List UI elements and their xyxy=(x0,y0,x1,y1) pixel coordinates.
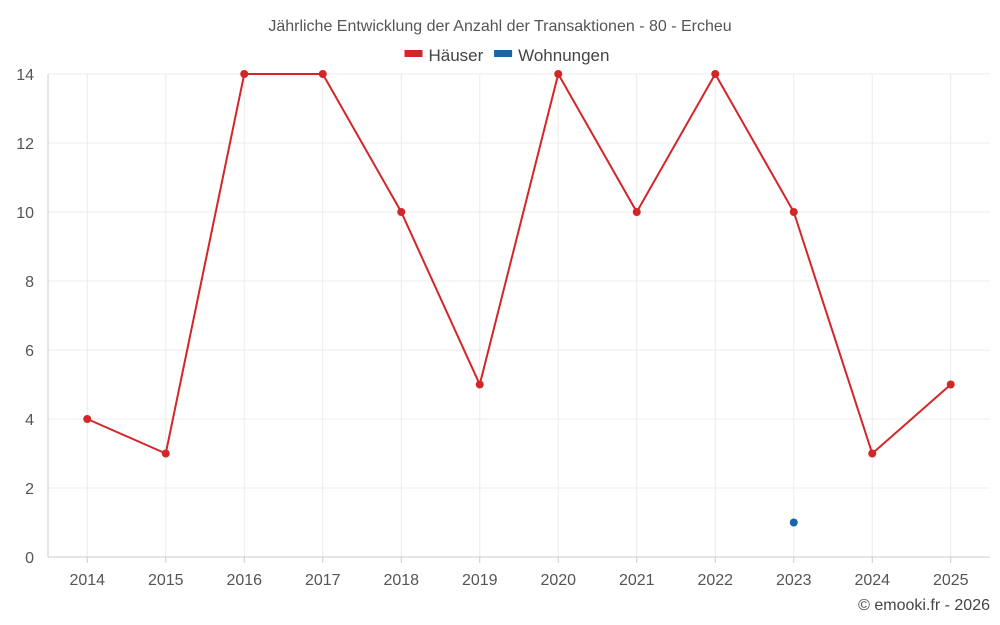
y-tick-label: 10 xyxy=(16,205,34,222)
data-point xyxy=(240,70,249,78)
x-tick-label: 2015 xyxy=(148,572,184,589)
data-point xyxy=(789,208,798,216)
x-tick-label: 2025 xyxy=(933,572,969,589)
y-tick-label: 4 xyxy=(25,412,34,429)
x-tick-label: 2024 xyxy=(854,572,890,589)
credit-text: © emooki.fr - 2026 xyxy=(858,597,990,614)
x-tick-label: 2017 xyxy=(305,572,341,589)
y-tick-label: 0 xyxy=(25,550,34,567)
y-tick-label: 12 xyxy=(16,136,34,153)
data-point xyxy=(789,518,798,527)
data-point xyxy=(711,70,720,78)
x-tick-label: 2019 xyxy=(462,572,498,589)
y-tick-label: 6 xyxy=(25,343,34,360)
data-point xyxy=(475,380,484,389)
data-point xyxy=(946,380,955,389)
axes: 0 2 4 6 8 10 12 14 2014 2015 2016 2017 2018 2019 2020 2… xyxy=(16,67,990,589)
chart-title: Jährliche Entwicklung der Anzahl der Tra… xyxy=(268,18,731,35)
data-point xyxy=(318,70,327,78)
y-tick-label: 2 xyxy=(25,481,34,498)
x-tick-label: 2018 xyxy=(383,572,419,589)
x-tick-label: 2023 xyxy=(776,572,812,589)
y-tick-label: 8 xyxy=(25,274,34,291)
x-tick-label: 2016 xyxy=(226,572,262,589)
series-line xyxy=(86,71,952,456)
data-point xyxy=(868,449,877,458)
x-tick-label: 2020 xyxy=(540,572,576,589)
grid xyxy=(48,73,990,557)
y-tick-label: 14 xyxy=(16,67,34,84)
x-tick-label: 2021 xyxy=(619,572,655,589)
data-point xyxy=(554,70,563,78)
legend-swatch xyxy=(494,50,513,57)
data-point xyxy=(161,449,170,458)
data-point xyxy=(397,208,406,216)
x-tick-label: 2022 xyxy=(697,572,733,589)
legend-label: Häuser xyxy=(429,46,484,65)
data-point xyxy=(83,415,92,423)
data-point xyxy=(632,208,641,216)
legend-label: Wohnungen xyxy=(518,46,609,65)
x-tick-label: 2014 xyxy=(69,572,105,589)
legend-swatch xyxy=(404,50,423,57)
series xyxy=(83,70,955,527)
legend: Häuser Wohnungen xyxy=(404,46,609,65)
